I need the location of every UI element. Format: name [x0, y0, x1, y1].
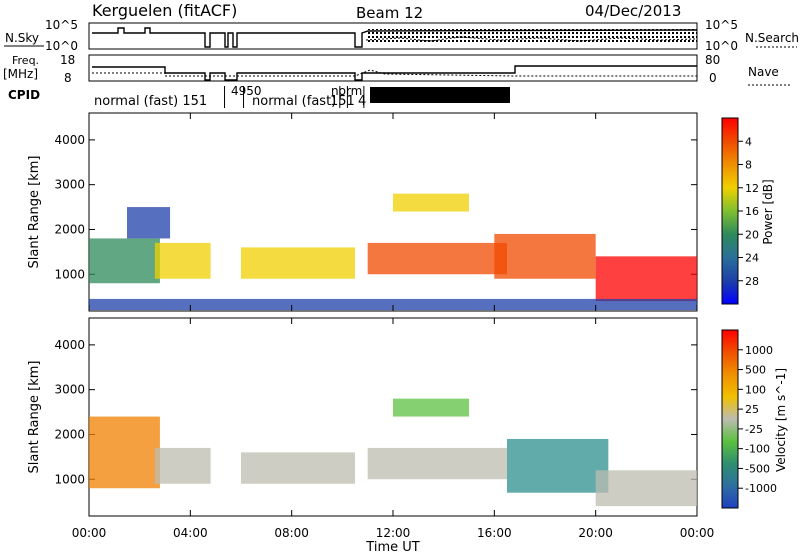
power-colorbar-ticks: 4 8 12 16 20 24 28 [738, 135, 759, 288]
colorbar-tick-label: -1000 [745, 482, 777, 495]
time-axis: 00:00 04:00 08:00 12:00 16:00 20:00 00:00 [72, 113, 715, 540]
ytick-label: 3000 [54, 178, 85, 192]
colorbar-tick-label: -25 [745, 423, 763, 436]
freq-tick-low: 8 [64, 71, 72, 85]
cpid-label: CPID [8, 88, 40, 102]
nave-tick-low: 0 [709, 71, 717, 85]
cpid-seg-2: normal (fast) [252, 94, 336, 109]
xtick-label: 16:00 [477, 526, 512, 540]
nave-trace [92, 69, 697, 77]
velocity-heatmap-regions [89, 398, 697, 507]
ytick-label: 1000 [54, 472, 85, 486]
station-title: Kerguelen (fitACF) [92, 1, 237, 20]
heatmap-region [595, 256, 697, 302]
heatmap-region [367, 447, 507, 480]
power-ylabel: Slant Range [km] [27, 156, 42, 269]
nsky-tick-high: 10^5 [45, 18, 78, 32]
velocity-panel: Slant Range [km] 1000 2000 3000 4000 1000 50… [27, 317, 788, 517]
nsky-dense-trace [366, 29, 697, 44]
heatmap-region [393, 193, 469, 212]
velocity-colorbar-rect [721, 329, 739, 509]
heatmap-region [127, 207, 171, 239]
cpid-seg-0: normal (fast) 151 [94, 94, 207, 109]
xtick-label: 04:00 [173, 526, 208, 540]
colorbar-tick-label: 4 [745, 135, 752, 148]
cpid-seg-3: 151 [330, 94, 355, 109]
colorbar-tick-label: 24 [745, 252, 759, 265]
freq-label-line1: Freq. [12, 54, 39, 67]
xtick-label: 20:00 [578, 526, 613, 540]
heatmap-region [89, 298, 697, 311]
freq-frame [88, 54, 698, 82]
freq-label-line2: [MHz] [3, 67, 38, 81]
ytick-label: 4000 [54, 338, 85, 352]
xtick-label: 08:00 [274, 526, 309, 540]
heatmap-region [154, 447, 211, 484]
nave-tick-high: 80 [705, 53, 720, 67]
nave-label: Nave [748, 65, 779, 79]
cpid-segments [224, 86, 365, 108]
cpid-strip: CPID normal (fast) 151 4950 normal (fast… [8, 84, 510, 109]
time-axis-label: Time UT [365, 540, 419, 554]
heatmap-region [89, 416, 160, 489]
nsearch-tick-low: 10^0 [705, 39, 738, 53]
heatmap-region [507, 438, 609, 493]
nsky-tick-low: 10^0 [45, 39, 78, 53]
colorbar-tick-label: 1000 [745, 344, 773, 357]
colorbar-tick-label: 100 [745, 383, 766, 396]
colorbar-tick-label: 28 [745, 275, 759, 288]
nsky-label: N.Sky [5, 31, 39, 45]
power-panel: Slant Range [km] 1000 2000 3000 4000 4 8 12 16… [27, 112, 775, 312]
velocity-ylabel: Slant Range [km] [27, 361, 42, 474]
velocity-colorbar-label: Velocity [m s^-1] [774, 368, 788, 472]
freq-tick-high: 18 [60, 53, 75, 67]
freq-trace [92, 65, 697, 81]
heatmap-region [241, 247, 355, 279]
nsky-trace [92, 27, 698, 48]
colorbar-tick-label: -100 [745, 443, 770, 456]
xtick-label: 00:00 [680, 526, 715, 540]
power-colorbar-label: Power [dB] [761, 179, 775, 244]
colorbar-tick-label: 25 [745, 403, 759, 416]
cpid-seg-1: 4950 [231, 84, 262, 98]
heatmap-region [595, 470, 697, 507]
velocity-yticks: 1000 2000 3000 4000 [54, 338, 697, 486]
date-title: 04/Dec/2013 [585, 2, 681, 20]
power-heatmap-regions [89, 193, 697, 311]
ytick-label: 3000 [54, 383, 85, 397]
nsearch-tick-high: 10^5 [705, 18, 738, 32]
colorbar-tick-label: 8 [745, 159, 752, 172]
cpid-seg-4: norm [331, 84, 362, 98]
cpid-seg-5: 4 [358, 94, 366, 109]
power-colorbar: 4 8 12 16 20 24 28 Power [dB] [721, 117, 775, 305]
heatmap-region [89, 238, 160, 284]
xtick-label: 00:00 [72, 526, 107, 540]
heatmap-region [494, 233, 596, 279]
xtick-label: 12:00 [376, 526, 411, 540]
colorbar-tick-label: 12 [745, 182, 759, 195]
heatmap-region [154, 242, 211, 279]
nsearch-label: N.Search [745, 31, 799, 45]
colorbar-tick-label: -500 [745, 462, 770, 475]
ytick-label: 2000 [54, 427, 85, 441]
nsky-panel: N.Sky 10^5 10^0 10^5 10^0 N.Search [4, 18, 799, 53]
ytick-label: 4000 [54, 133, 85, 147]
colorbar-tick-label: 16 [745, 205, 759, 218]
power-colorbar-rect [721, 117, 739, 305]
freq-panel: Freq. [MHz] 18 8 80 0 Nave [3, 53, 790, 86]
heatmap-region [241, 452, 355, 484]
colorbar-tick-label: 20 [745, 228, 759, 241]
beam-title: Beam 12 [356, 4, 423, 22]
ytick-label: 1000 [54, 267, 85, 281]
colorbar-tick-label: 500 [745, 364, 766, 377]
power-yticks: 1000 2000 3000 4000 [54, 133, 697, 281]
heatmap-region [367, 242, 507, 275]
heatmap-region [393, 398, 469, 417]
velocity-colorbar-ticks: 1000 500 100 25 -25 -100 -500 -1000 [738, 344, 777, 495]
cpid-dense-block [370, 87, 510, 103]
velocity-colorbar: 1000 500 100 25 -25 -100 -500 -1000 Velocity [m… [721, 329, 788, 509]
ytick-label: 2000 [54, 222, 85, 236]
